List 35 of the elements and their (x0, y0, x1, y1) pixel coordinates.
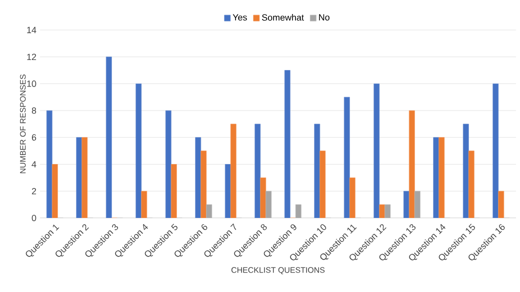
legend-label: Yes (232, 14, 247, 20)
bar (462, 124, 469, 218)
bar (82, 137, 88, 218)
bar (408, 110, 415, 218)
y-tick-label: 12 (27, 54, 36, 60)
y-tick-label: 4 (32, 161, 36, 168)
bar (52, 164, 58, 218)
legend-label: No (319, 14, 330, 20)
bar (76, 137, 82, 218)
bar (433, 137, 440, 218)
bar (224, 164, 231, 218)
bar (106, 56, 112, 218)
bar (254, 124, 261, 218)
legend-label: Somewhat (262, 14, 304, 21)
bar (195, 137, 202, 218)
y-tick-label: 2 (32, 188, 36, 194)
bar (314, 124, 320, 218)
bar (165, 110, 172, 218)
y-tick-label: 8 (32, 107, 36, 114)
bar (136, 84, 142, 218)
bar (468, 150, 474, 218)
bar (46, 110, 52, 218)
bar (230, 124, 236, 218)
bar (170, 164, 177, 218)
bar (344, 96, 350, 218)
bar (284, 70, 290, 218)
y-tick-label: 6 (32, 134, 36, 141)
bar (492, 84, 499, 218)
bar (374, 84, 380, 218)
y-tick-label: 0 (32, 214, 36, 222)
bar (200, 150, 207, 218)
y-tick-label: 10 (27, 80, 36, 87)
y-tick-label: 14 (27, 26, 36, 34)
bar (320, 150, 326, 218)
bar (438, 137, 445, 218)
